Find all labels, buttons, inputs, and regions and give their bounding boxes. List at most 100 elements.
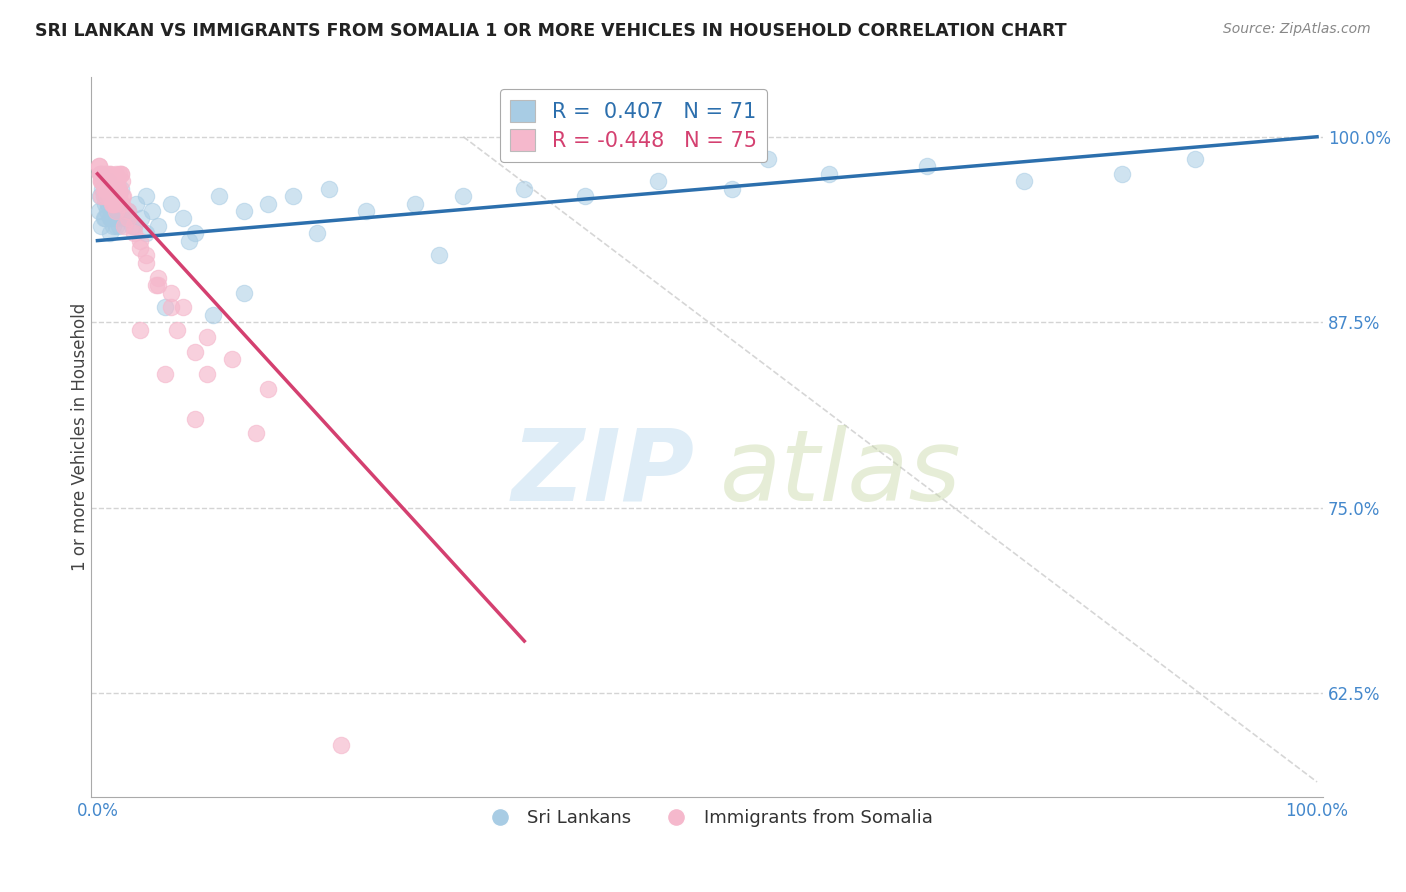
Point (104, 203, 127, 218)
Point (111, 196, 134, 211)
Point (245, 426, 267, 441)
Point (97, 182, 120, 196)
Point (93, 174, 115, 188)
Point (135, 226, 157, 240)
Point (107, 182, 129, 196)
Point (111, 203, 134, 218)
Point (90, 167, 112, 181)
Point (108, 203, 131, 218)
Point (101, 182, 124, 196)
Point (101, 196, 124, 211)
Point (354, 203, 377, 218)
Point (94, 182, 117, 196)
Point (94, 174, 117, 188)
Point (94, 182, 117, 196)
Point (305, 226, 328, 240)
Point (148, 278, 170, 293)
Point (153, 367, 176, 381)
Point (110, 182, 132, 196)
Point (159, 285, 181, 300)
Point (103, 196, 125, 211)
Point (94, 167, 117, 181)
Point (105, 211, 128, 226)
Point (94, 196, 117, 211)
Point (166, 322, 188, 336)
Point (100, 182, 122, 196)
Point (1184, 152, 1206, 166)
Point (184, 226, 207, 240)
Point (103, 196, 125, 211)
Point (91, 182, 114, 196)
Point (103, 196, 125, 211)
Point (111, 189, 134, 203)
Point (87, 160, 110, 174)
Point (91, 174, 114, 188)
Point (121, 219, 143, 233)
Point (103, 203, 125, 218)
Point (90, 189, 112, 203)
Text: ZIP: ZIP (512, 425, 695, 522)
Point (427, 248, 450, 262)
Point (756, 152, 779, 166)
Point (94, 211, 117, 226)
Point (153, 301, 176, 315)
Point (98, 167, 121, 181)
Point (93, 182, 115, 196)
Text: Source: ZipAtlas.com: Source: ZipAtlas.com (1223, 22, 1371, 37)
Point (159, 196, 181, 211)
Point (110, 167, 132, 181)
Point (122, 219, 145, 233)
Point (135, 189, 157, 203)
Legend: Sri Lankans, Immigrants from Somalia: Sri Lankans, Immigrants from Somalia (475, 802, 939, 835)
Point (574, 189, 596, 203)
Point (159, 301, 181, 315)
Point (98, 211, 121, 226)
Point (195, 367, 218, 381)
Point (96, 203, 118, 218)
Text: atlas: atlas (720, 425, 962, 522)
Point (330, 738, 353, 752)
Point (1014, 174, 1036, 188)
Point (101, 182, 124, 196)
Point (100, 211, 122, 226)
Point (108, 182, 131, 196)
Point (96, 167, 118, 181)
Point (91, 167, 114, 181)
Point (103, 219, 125, 233)
Point (89, 189, 111, 203)
Point (93, 189, 115, 203)
Point (108, 189, 131, 203)
Point (110, 167, 132, 181)
Point (513, 182, 536, 196)
Point (107, 189, 129, 203)
Point (98, 167, 121, 181)
Point (97, 174, 120, 188)
Point (453, 189, 475, 203)
Point (1111, 167, 1133, 181)
Point (195, 330, 218, 344)
Point (94, 182, 117, 196)
Point (96, 189, 118, 203)
Point (232, 203, 254, 218)
Point (208, 189, 231, 203)
Point (148, 270, 170, 285)
Point (90, 174, 112, 188)
Point (122, 219, 145, 233)
Point (90, 219, 112, 233)
Point (184, 344, 207, 359)
Point (94, 189, 117, 203)
Point (107, 196, 129, 211)
Point (89, 167, 111, 181)
Point (221, 352, 243, 367)
Point (129, 322, 152, 336)
Point (112, 211, 135, 226)
Point (232, 285, 254, 300)
Point (101, 174, 124, 188)
Point (184, 411, 207, 425)
Point (103, 196, 125, 211)
Point (103, 182, 125, 196)
Point (112, 219, 135, 233)
Point (129, 234, 152, 248)
Point (115, 211, 138, 226)
Point (135, 248, 157, 262)
